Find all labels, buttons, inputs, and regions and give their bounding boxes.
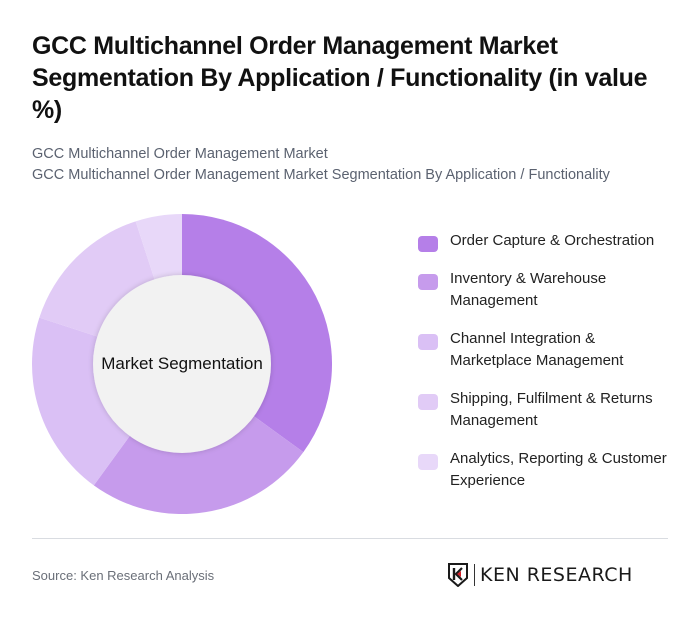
legend-item-channel-integration[interactable]: Channel Integration & Marketplace Manage… (418, 328, 680, 372)
legend-item-inventory[interactable]: Inventory & Warehouse Management (418, 268, 680, 312)
legend-label: Shipping, Fulfilment & Returns Managemen… (450, 390, 653, 429)
source-note: Source: Ken Research Analysis (32, 568, 215, 583)
legend: Order Capture & Orchestration Inventory … (418, 230, 680, 508)
legend-label: Channel Integration & Marketplace Manage… (450, 330, 624, 369)
legend-swatch-icon (418, 454, 438, 470)
legend-swatch-icon (418, 274, 438, 290)
legend-label: Order Capture & Orchestration (450, 232, 655, 249)
chart-subtitle: GCC Multichannel Order Management Market… (32, 144, 610, 186)
chart-title: GCC Multichannel Order Management Market… (32, 32, 648, 124)
donut-svg (32, 214, 332, 514)
subtitle-line-1: GCC Multichannel Order Management Market (32, 146, 328, 162)
ken-research-logo: KEN RESEARCH (448, 562, 633, 588)
legend-swatch-icon (418, 394, 438, 410)
legend-item-analytics[interactable]: Analytics, Reporting & Customer Experien… (418, 448, 680, 492)
footer-divider (32, 538, 668, 539)
legend-item-shipping[interactable]: Shipping, Fulfilment & Returns Managemen… (418, 388, 680, 432)
ken-shield-icon (448, 563, 468, 587)
legend-label: Inventory & Warehouse Management (450, 270, 607, 309)
donut-chart: Market Segmentation (32, 214, 332, 514)
legend-label: Analytics, Reporting & Customer Experien… (450, 450, 667, 489)
subtitle-line-2: GCC Multichannel Order Management Market… (32, 167, 610, 183)
logo-text: KEN RESEARCH (480, 564, 633, 586)
donut-hole (93, 275, 271, 453)
legend-swatch-icon (418, 334, 438, 350)
legend-swatch-icon (418, 236, 438, 252)
logo-separator (474, 564, 475, 586)
legend-item-order-capture[interactable]: Order Capture & Orchestration (418, 230, 680, 252)
